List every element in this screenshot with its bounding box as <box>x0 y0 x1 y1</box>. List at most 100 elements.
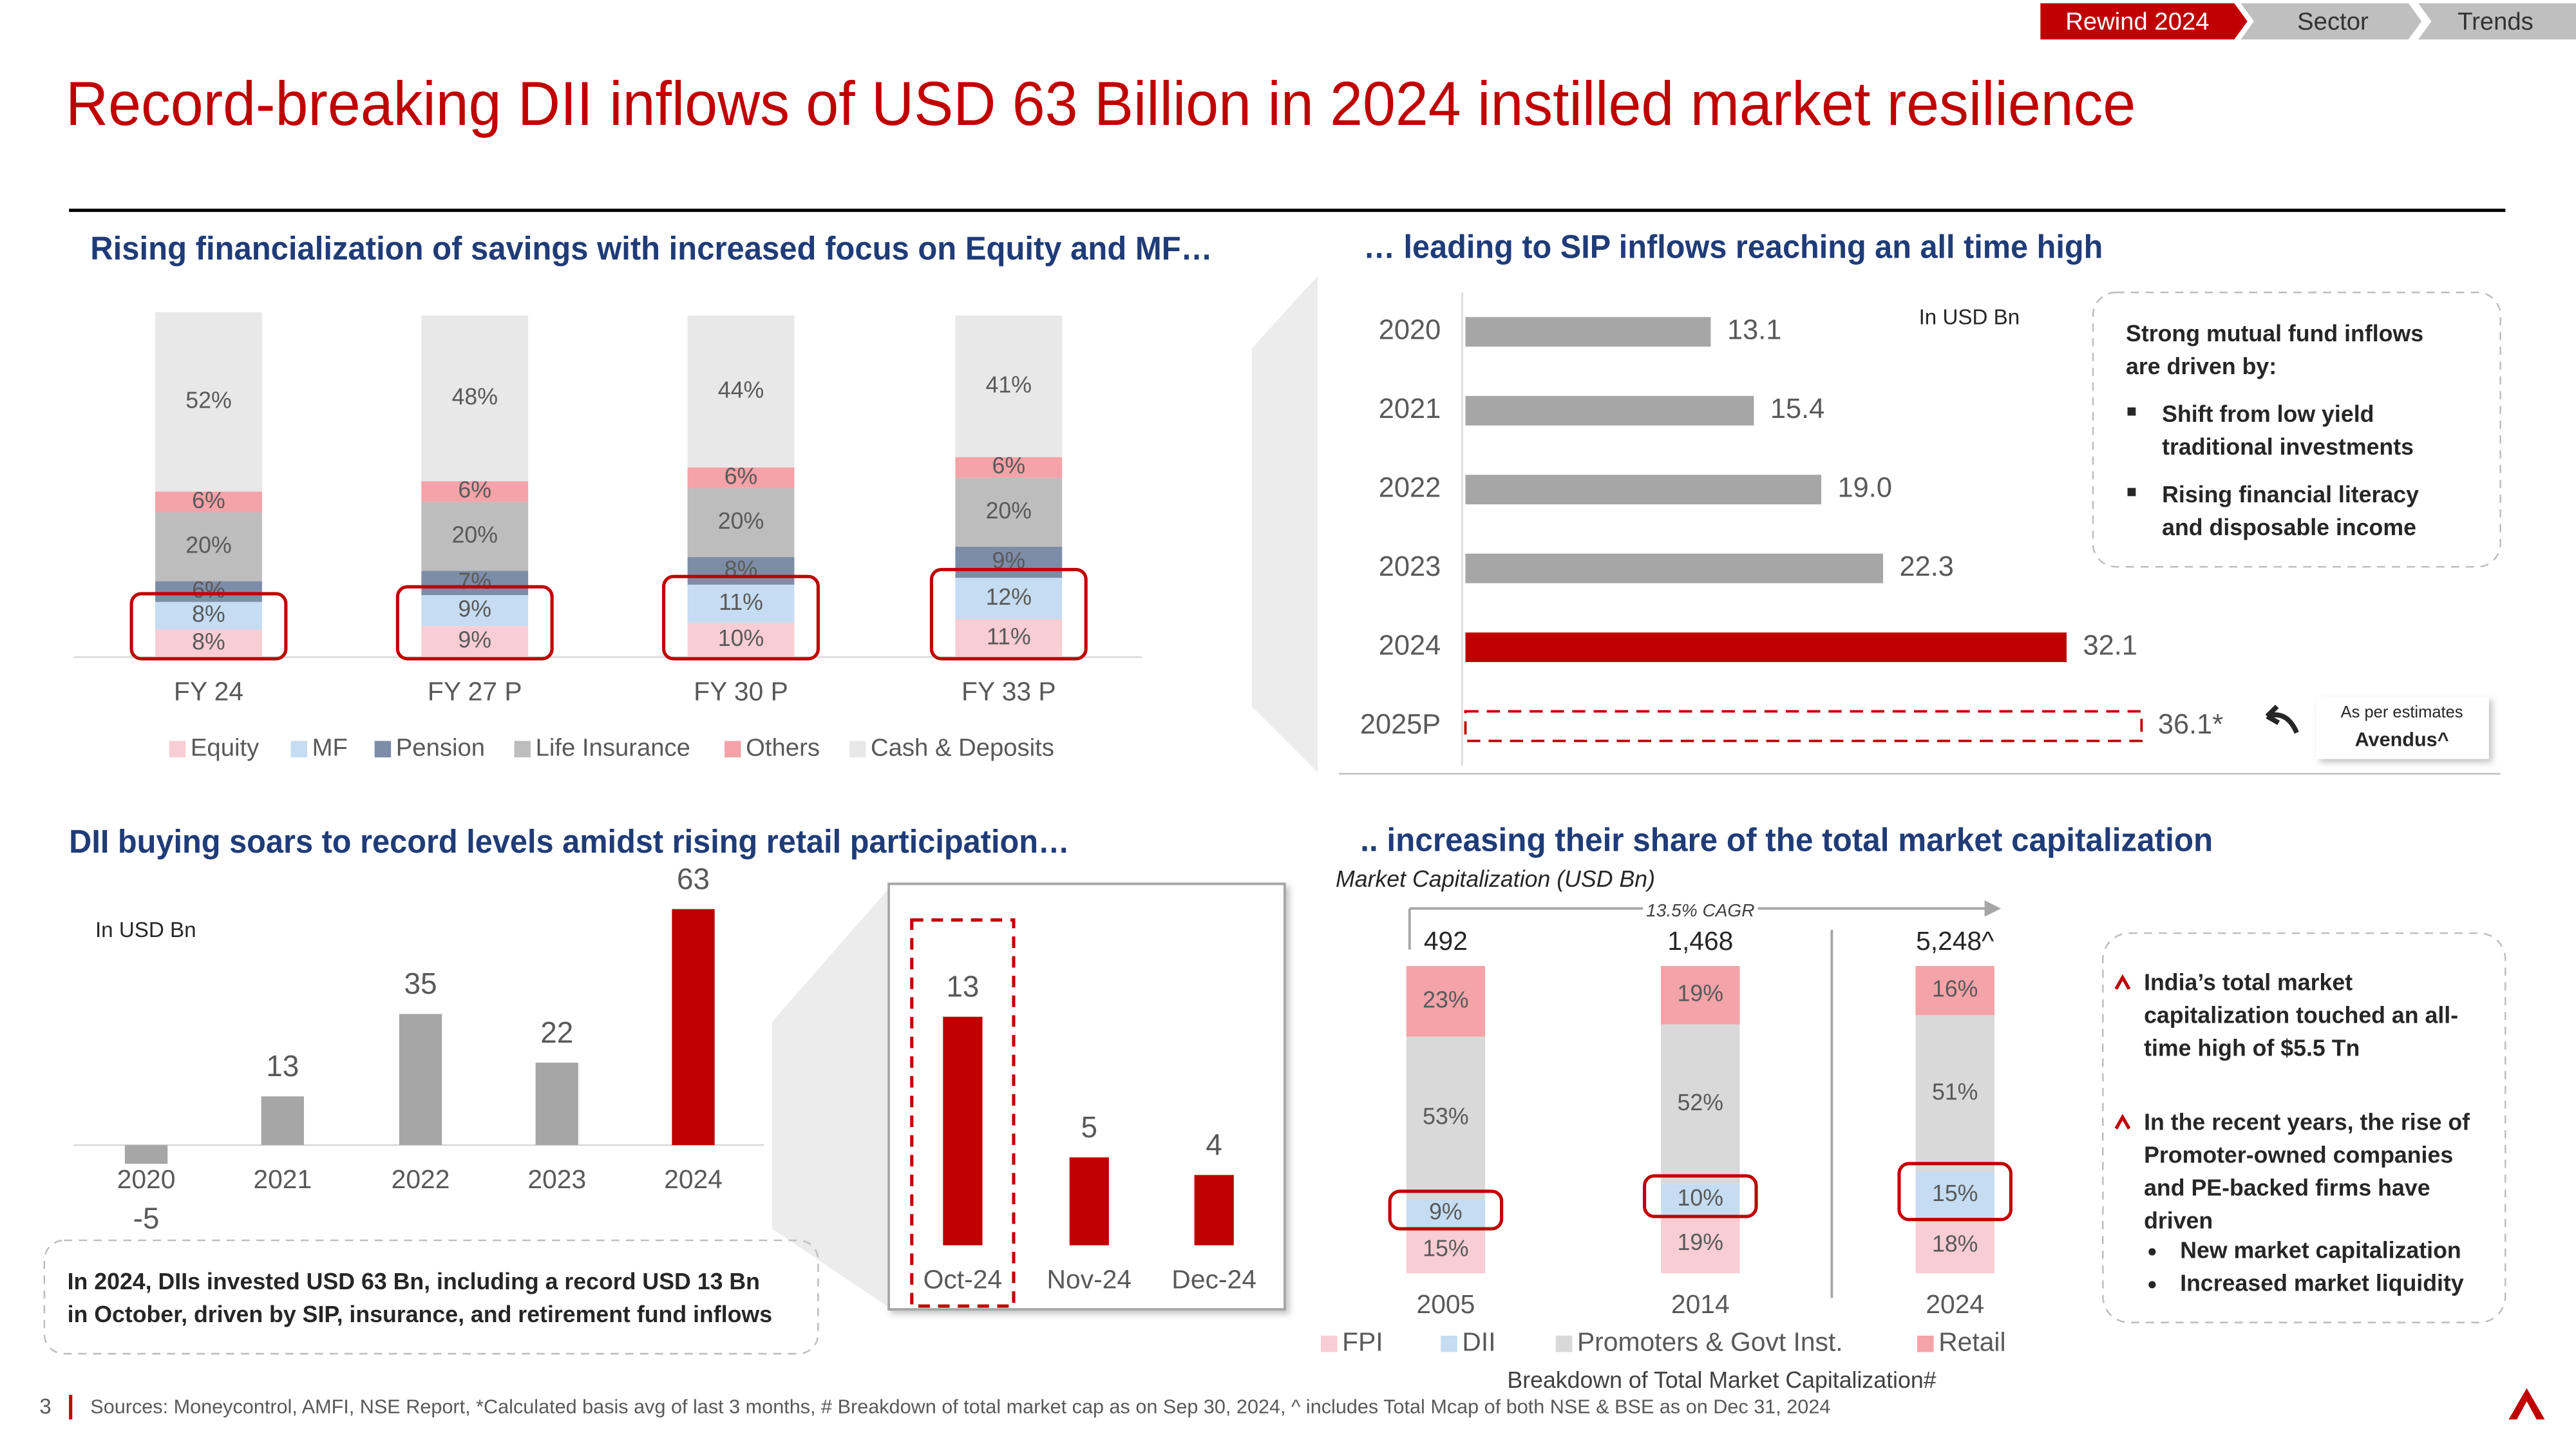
bar <box>535 1063 578 1146</box>
highlight-box <box>1388 1189 1504 1231</box>
legend-label: MF <box>312 734 348 761</box>
legend-swatch <box>514 741 531 758</box>
note-box <box>43 1239 819 1355</box>
tab[interactable] <box>2418 3 2576 40</box>
bullet <box>2148 1281 2156 1289</box>
data-label: 44% <box>718 377 764 402</box>
tab[interactable] <box>2240 3 2422 40</box>
legend-label: Equity <box>191 734 260 761</box>
data-label: 36.1* <box>2158 709 2223 740</box>
chart-title: DII buying soars to record levels amidst… <box>69 823 1070 860</box>
data-label: 15% <box>1423 1236 1468 1262</box>
bar-segment <box>955 457 1063 478</box>
note-text: capitalization touched an all- <box>2144 1003 2458 1028</box>
bar <box>1465 395 1754 426</box>
data-label: 22.3 <box>1900 551 1954 582</box>
legend-label: Promoters & Govt Inst. <box>1577 1327 1843 1357</box>
note-text: driven <box>2144 1208 2213 1233</box>
data-label: 52% <box>185 387 231 413</box>
bar-segment <box>1661 1184 1740 1215</box>
note-text: Increased market liquidity <box>2180 1270 2464 1296</box>
bar-segment <box>421 571 529 595</box>
data-label: 20% <box>986 498 1032 524</box>
page-number: 3 <box>39 1395 51 1419</box>
bar-segment <box>155 601 262 630</box>
legend-label: FPI <box>1342 1327 1383 1357</box>
data-label: 63 <box>677 862 710 895</box>
bar-segment <box>421 316 529 482</box>
x-tick-label: 2024 <box>664 1164 723 1194</box>
note-text: and disposable income <box>2162 515 2416 540</box>
bar <box>1465 632 2067 663</box>
bar-segment <box>421 502 529 571</box>
data-label: 16% <box>1932 976 1978 1002</box>
note-text: India’s total market <box>2144 969 2353 995</box>
bar-segment <box>955 546 1063 578</box>
data-label: 6% <box>192 488 225 513</box>
estimate-text: As per estimates <box>2341 703 2463 721</box>
slide-title: Record-breaking DII inflows of USD 63 Bi… <box>66 68 2136 138</box>
note-text: in October, driven by SIP, insurance, an… <box>68 1302 772 1327</box>
tab-label[interactable]: Rewind 2024 <box>2065 8 2209 35</box>
note-text: time high of $5.5 Tn <box>2144 1036 2360 1061</box>
chart-title: … leading to SIP inflows reaching an all… <box>1363 229 2103 265</box>
footer-bar <box>69 1394 73 1420</box>
bar-segment <box>155 581 262 602</box>
x-tick-label: FY 30 P <box>694 676 788 706</box>
legend-label: Cash & Deposits <box>871 734 1054 761</box>
bullet <box>2127 488 2136 497</box>
bar-segment <box>155 629 262 658</box>
data-label: 8% <box>192 601 225 627</box>
note-text: Strong mutual fund inflows <box>2126 321 2423 346</box>
bar-segment <box>1915 966 1994 1016</box>
data-label: 13.1 <box>1727 315 1781 346</box>
bullet <box>2148 1248 2156 1256</box>
data-label: 11% <box>719 589 763 615</box>
data-label: 48% <box>452 384 498 410</box>
connector <box>772 890 887 1307</box>
tab-active[interactable] <box>2040 3 2248 40</box>
bar-segment <box>687 488 795 558</box>
y-tick-label: 2020 <box>1379 315 1441 346</box>
cagr-arrowhead <box>1984 900 2002 917</box>
legend-swatch <box>1321 1335 1338 1352</box>
data-label: 6% <box>724 463 758 489</box>
x-tick-label: 2024 <box>1926 1289 1984 1319</box>
note-text: are driven by: <box>2126 354 2277 379</box>
bar <box>399 1014 442 1146</box>
data-label: 53% <box>1423 1104 1468 1130</box>
y-tick-label: 2022 <box>1379 473 1441 504</box>
data-label: 13 <box>946 970 979 1003</box>
bar <box>1465 475 1822 505</box>
chart-subtitle: Market Capitalization (USD Bn) <box>1336 866 1655 892</box>
bar-segment <box>155 491 262 513</box>
bar <box>672 909 715 1146</box>
bar-segment <box>421 594 529 627</box>
bar-segment <box>955 477 1063 547</box>
bar-segment <box>687 557 795 585</box>
bar-segment <box>1406 966 1486 1037</box>
cagr-label: 13.5% CAGR <box>1646 900 1754 920</box>
y-tick-label: 2025P <box>1360 709 1441 740</box>
highlight-box <box>929 567 1088 661</box>
chart-title: Rising financialization of savings with … <box>90 230 1212 267</box>
data-label: 41% <box>986 372 1032 397</box>
data-label: 15% <box>1932 1180 1978 1206</box>
data-label: 20% <box>718 508 764 534</box>
bar <box>1465 317 1711 347</box>
total-label: 1,468 <box>1667 926 1733 956</box>
return-arrow <box>2265 705 2299 734</box>
bullet <box>2127 407 2136 416</box>
legend-label: Pension <box>396 734 485 761</box>
x-tick-label: Oct-24 <box>923 1265 1002 1294</box>
bar <box>943 1016 983 1245</box>
tab-label[interactable]: Sector <box>2297 8 2369 35</box>
note-text: Rising financial literacy <box>2162 482 2419 507</box>
bar-segment <box>687 622 795 658</box>
y-tick-label: 2024 <box>1379 630 1441 661</box>
highlight-box <box>129 592 288 661</box>
tab-label[interactable]: Trends <box>2458 8 2533 35</box>
bar-segment <box>1661 1215 1740 1274</box>
highlight-box <box>1643 1174 1758 1218</box>
